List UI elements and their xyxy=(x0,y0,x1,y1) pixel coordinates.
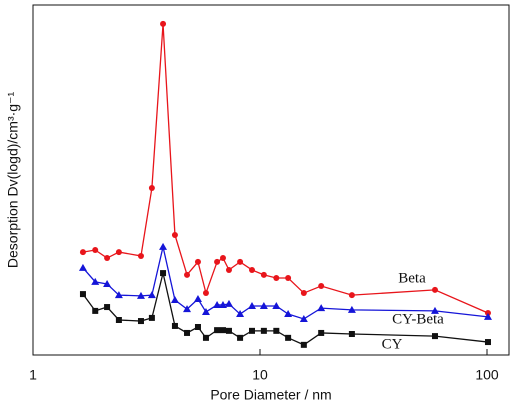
marker xyxy=(285,334,292,341)
marker xyxy=(300,341,307,348)
marker xyxy=(213,300,222,308)
x-tick-label: 1 xyxy=(29,367,37,383)
marker xyxy=(273,275,280,281)
marker xyxy=(431,333,438,340)
marker xyxy=(104,304,111,311)
marker xyxy=(92,247,99,253)
marker xyxy=(114,291,123,299)
marker xyxy=(202,334,209,341)
marker xyxy=(183,305,192,313)
marker xyxy=(285,275,292,281)
y-axis-label: Desorption Dv(logd)/cm³·g⁻¹ xyxy=(5,92,21,269)
marker xyxy=(237,334,244,341)
marker xyxy=(347,305,356,313)
series-annotation: Beta xyxy=(398,270,426,286)
marker xyxy=(193,295,202,302)
marker xyxy=(273,327,280,334)
marker xyxy=(247,302,256,309)
marker xyxy=(218,300,227,308)
marker xyxy=(318,329,325,336)
marker xyxy=(170,296,179,304)
marker xyxy=(201,307,210,315)
marker xyxy=(214,258,221,265)
marker xyxy=(78,263,87,271)
series-annotation: CY-Beta xyxy=(392,311,444,327)
x-axis-label: Pore Diameter / nm xyxy=(210,387,331,403)
x-tick-label: 100 xyxy=(475,367,499,383)
marker xyxy=(272,302,281,309)
marker xyxy=(91,277,100,285)
marker xyxy=(79,291,86,298)
marker xyxy=(104,255,111,262)
marker xyxy=(148,185,155,192)
marker xyxy=(248,327,255,334)
marker xyxy=(160,20,167,27)
marker xyxy=(148,314,155,321)
marker xyxy=(317,304,326,312)
marker xyxy=(260,327,267,334)
marker xyxy=(348,292,355,299)
marker xyxy=(236,310,245,318)
marker xyxy=(225,266,232,273)
marker xyxy=(115,317,122,323)
marker xyxy=(147,291,156,299)
marker xyxy=(171,322,178,329)
marker xyxy=(260,271,267,278)
marker xyxy=(184,271,191,278)
marker xyxy=(136,291,145,299)
marker xyxy=(431,286,438,293)
marker xyxy=(259,302,268,309)
marker xyxy=(171,231,178,238)
marker xyxy=(484,339,491,346)
marker xyxy=(348,331,355,337)
marker xyxy=(202,290,209,297)
marker xyxy=(318,283,325,290)
series-line xyxy=(82,246,489,320)
marker xyxy=(219,255,226,262)
x-tick-label: 10 xyxy=(252,367,268,383)
series-line xyxy=(82,272,489,346)
marker xyxy=(284,310,293,318)
series-line xyxy=(82,23,489,314)
marker xyxy=(92,307,99,314)
marker xyxy=(225,327,232,334)
plot-frame xyxy=(32,4,510,356)
marker xyxy=(103,279,112,287)
marker xyxy=(194,258,201,265)
marker xyxy=(159,242,168,250)
marker xyxy=(194,324,201,330)
marker xyxy=(483,312,492,320)
series-annotation: CY xyxy=(382,336,403,352)
marker xyxy=(79,249,86,256)
marker xyxy=(137,252,144,259)
marker xyxy=(160,270,167,277)
marker xyxy=(248,266,255,273)
marker xyxy=(300,290,307,297)
marker xyxy=(184,329,191,336)
marker xyxy=(219,327,226,334)
marker xyxy=(299,314,308,322)
marker xyxy=(137,318,144,325)
marker xyxy=(224,299,233,307)
marker xyxy=(115,249,122,256)
marker xyxy=(214,327,221,334)
marker xyxy=(430,306,439,314)
marker xyxy=(237,258,244,265)
